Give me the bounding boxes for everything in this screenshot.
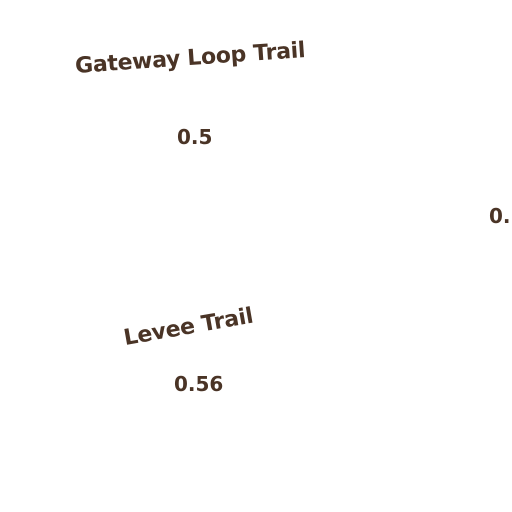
trail-distance-levee: 0.56 xyxy=(174,372,224,396)
trail-distance-gateway-loop: 0.5 xyxy=(177,125,213,149)
trail-label-levee: Levee Trail xyxy=(121,303,256,351)
trail-label-gateway-loop: Gateway Loop Trail xyxy=(74,37,306,79)
trail-distance-partial: 0. xyxy=(489,204,511,228)
